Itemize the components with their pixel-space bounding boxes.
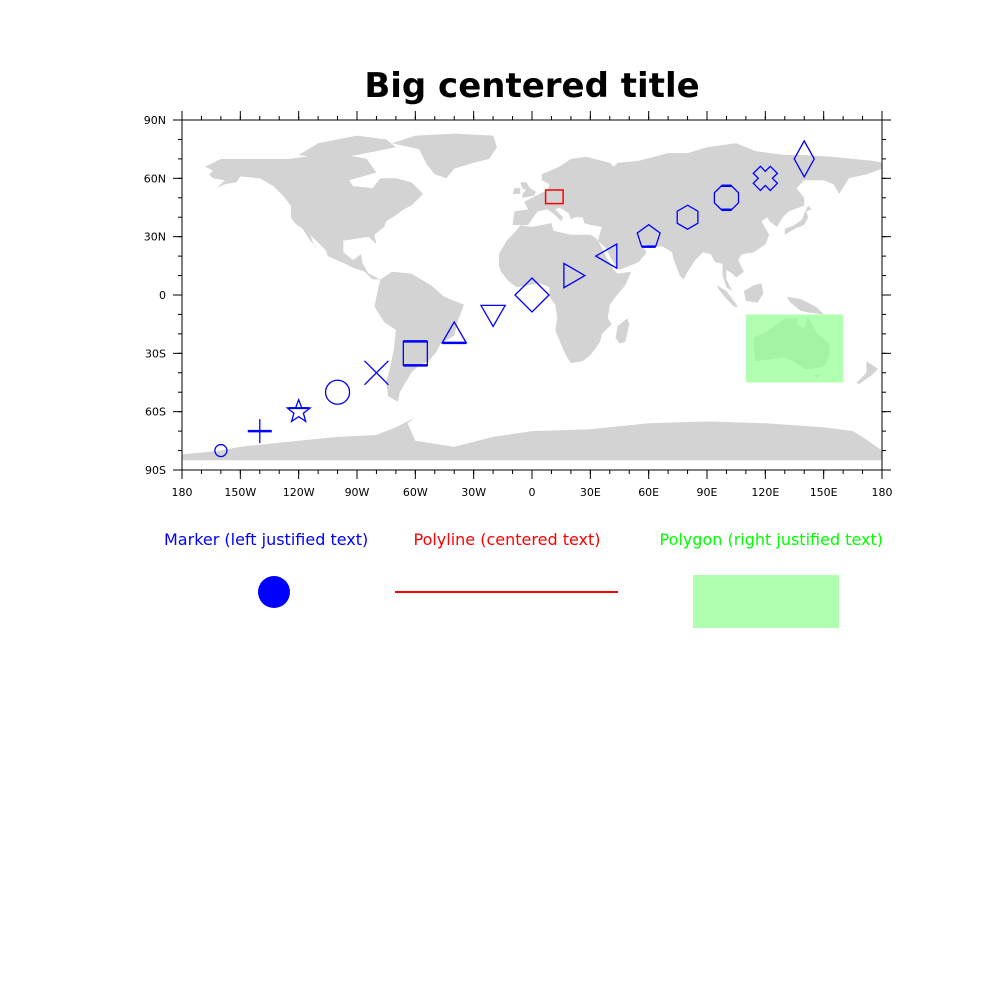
lon-tick-label: 90W	[345, 486, 370, 499]
marker-octagon	[713, 184, 740, 212]
marker-triangle-up	[440, 320, 468, 345]
legend-polyline-label: Polyline (centered text)	[413, 530, 601, 549]
legend-marker-label: Marker (left justified text)	[164, 530, 369, 549]
land-antarctica	[182, 417, 882, 461]
marker-x	[363, 360, 389, 386]
lat-tick-label: 60S	[145, 406, 166, 419]
land-uk	[520, 182, 536, 198]
lon-tick-label: 120W	[283, 486, 315, 499]
marker-square	[402, 340, 428, 367]
lon-tick-label: 150W	[224, 486, 256, 499]
land-japan	[784, 205, 812, 235]
marker-triangle-right	[563, 262, 587, 289]
marker-diamond	[514, 277, 550, 313]
land-arabia-mark	[598, 223, 647, 270]
lat-tick-label: 30S	[145, 347, 166, 360]
marker-star	[285, 397, 312, 423]
lon-tick-label: 0	[529, 486, 536, 499]
land-borneo	[743, 283, 764, 303]
lat-tick-label: 60N	[144, 172, 166, 185]
lon-tick-label: 180	[872, 486, 893, 499]
map-title: Big centered title	[364, 66, 700, 106]
marker-plus	[247, 419, 272, 444]
land-north-america	[205, 155, 424, 280]
legend-marker-swatch	[258, 576, 290, 608]
lat-tick-label: 90N	[144, 114, 166, 127]
land-new-zealand	[856, 361, 879, 385]
polygon-box	[745, 314, 844, 383]
land-arctic-islands	[298, 135, 396, 159]
land-south-america	[374, 271, 464, 402]
marker-circle	[324, 379, 351, 405]
land-indonesia-west	[716, 285, 739, 307]
marker-triangle-left	[594, 242, 618, 270]
land-ireland	[512, 188, 521, 194]
map-annotations	[214, 139, 844, 458]
marker-hexagon	[676, 204, 699, 230]
legend-polygon-swatch	[693, 575, 839, 628]
marker-circle-small	[214, 443, 228, 458]
lon-tick-label: 150E	[810, 486, 838, 499]
lon-tick-label: 30E	[580, 486, 601, 499]
lon-tick-label: 120E	[751, 486, 779, 499]
marker-thin-diamond	[793, 139, 815, 179]
map-ticks: 180 150W 120W 90W 60W 30W 0 30E 60E 90E 120E 150E 18…	[144, 111, 893, 499]
land-new-guinea	[786, 296, 824, 315]
legend-polygon-label: Polygon (right justified text)	[659, 530, 884, 549]
marker-pentagon	[636, 223, 661, 248]
lon-tick-label: 60W	[403, 486, 428, 499]
lon-tick-label: 90E	[697, 486, 718, 499]
polyline-box	[544, 189, 564, 205]
lat-tick-label: 0	[159, 289, 166, 302]
land-madagascar	[615, 318, 630, 344]
marker-triangle-down	[479, 304, 507, 328]
lon-tick-label: 180	[172, 486, 193, 499]
land-greenland	[392, 133, 497, 179]
lon-tick-label: 30W	[461, 486, 486, 499]
legend-polyline-swatch	[395, 591, 618, 593]
lat-tick-label: 30N	[144, 231, 166, 244]
lat-tick-label: 90S	[145, 464, 166, 477]
lon-tick-label: 60E	[638, 486, 659, 499]
marker-cross	[752, 165, 779, 192]
